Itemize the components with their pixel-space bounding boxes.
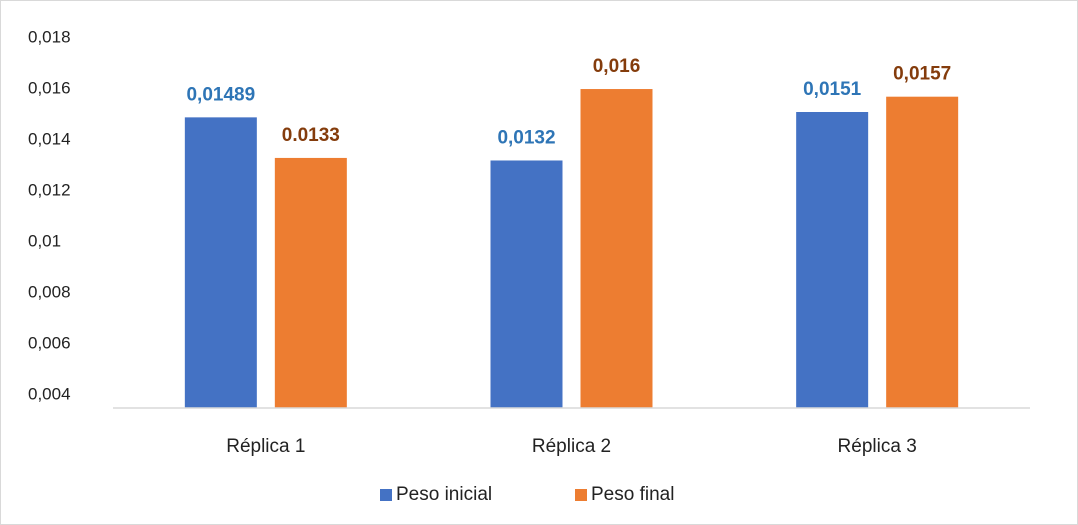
y-tick-label: 0,016 [28, 79, 71, 98]
value-label: 0,01489 [186, 84, 255, 105]
legend-label: Peso final [591, 484, 674, 505]
bar [274, 157, 347, 408]
bar [796, 112, 869, 408]
y-tick-label: 0,008 [28, 283, 71, 302]
legend-swatch [575, 489, 587, 501]
bar [580, 89, 653, 408]
y-tick-label: 0,012 [28, 181, 71, 200]
y-tick-label: 0,006 [28, 334, 71, 353]
y-tick-label: 0,014 [28, 130, 71, 149]
y-tick-label: 0,01 [28, 232, 61, 251]
x-tick-label: Réplica 2 [532, 436, 611, 457]
value-label: 0,0132 [497, 127, 555, 148]
y-tick-label: 0,004 [28, 385, 71, 404]
x-tick-label: Réplica 1 [226, 436, 305, 457]
legend-swatch [380, 489, 392, 501]
x-tick-label: Réplica 3 [838, 436, 917, 457]
value-label: 0.0133 [282, 125, 340, 146]
value-label: 0,0151 [803, 79, 862, 100]
bar [490, 160, 563, 408]
value-label: 0,016 [593, 56, 641, 77]
y-tick-label: 0,018 [28, 27, 71, 46]
value-label: 0,0157 [893, 64, 951, 85]
bar [886, 96, 959, 409]
legend-label: Peso inicial [396, 484, 492, 505]
bar [184, 117, 257, 409]
